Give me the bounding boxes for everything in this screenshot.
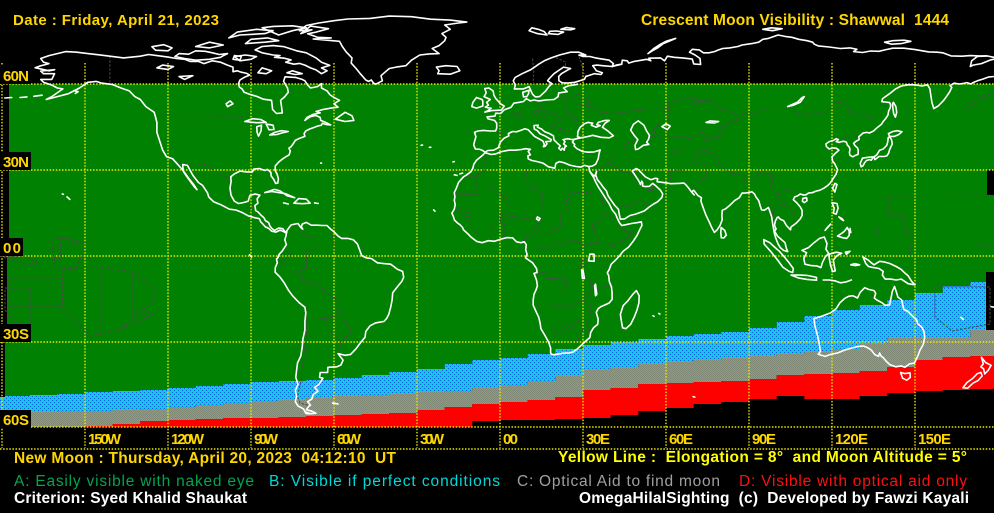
svg-text:00: 00 — [3, 240, 21, 257]
svg-text:Yellow Line : Elongation = 8°: Yellow Line : Elongation = 8° and Moon A… — [558, 449, 967, 466]
svg-text:D: Visible with optical aid on: D: Visible with optical aid only — [739, 473, 967, 490]
svg-text:150W: 150W — [88, 431, 122, 448]
svg-text:Criterion: Syed Khalid Shaukat: Criterion: Syed Khalid Shaukat — [14, 490, 247, 507]
svg-text:A: Easily visible with naked e: A: Easily visible with naked eye — [14, 473, 254, 490]
svg-text:90W: 90W — [254, 431, 279, 448]
svg-text:New Moon : Thursday, April 20,: New Moon : Thursday, April 20, 2023 04:1… — [14, 450, 397, 467]
svg-text:60S: 60S — [3, 412, 29, 429]
svg-text:90E: 90E — [752, 431, 776, 448]
svg-text:00: 00 — [503, 431, 518, 448]
svg-text:Crescent Moon Visibility : Sha: Crescent Moon Visibility : Shawwal 1444 — [641, 12, 949, 29]
svg-text:OmegaHilalSighting (c) Devel: OmegaHilalSighting (c) Developed by Fawz… — [579, 490, 969, 507]
svg-text:120E: 120E — [835, 431, 868, 448]
svg-text:30E: 30E — [586, 431, 610, 448]
svg-text:30N: 30N — [3, 154, 29, 171]
svg-text:Date : Friday, April 21, 2023: Date : Friday, April 21, 2023 — [13, 12, 219, 29]
svg-text:120W: 120W — [171, 431, 205, 448]
svg-text:30W: 30W — [420, 431, 445, 448]
svg-text:B: Visible if perfect conditio: B: Visible if perfect conditions — [269, 473, 500, 490]
svg-text:60N: 60N — [3, 68, 29, 85]
svg-text:60W: 60W — [337, 431, 362, 448]
svg-text:150E: 150E — [918, 431, 951, 448]
svg-text:C: Optical Aid to find moon: C: Optical Aid to find moon — [517, 473, 720, 490]
svg-text:60E: 60E — [669, 431, 693, 448]
svg-text:30S: 30S — [3, 326, 29, 343]
